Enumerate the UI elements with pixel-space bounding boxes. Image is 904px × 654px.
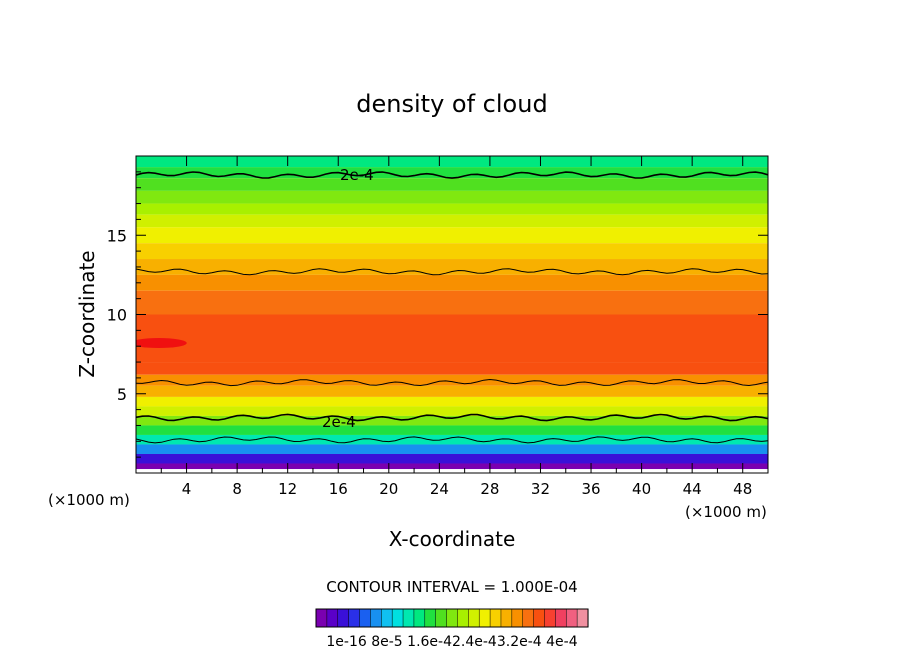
colorbar-swatch-8 xyxy=(402,608,415,628)
colorbar-swatch-5 xyxy=(370,608,382,628)
density-band-22 xyxy=(136,156,768,168)
colorbar-swatch-10 xyxy=(424,608,437,628)
x-tick-label-32: 32 xyxy=(531,480,550,498)
y-tick-label-5: 5 xyxy=(117,385,127,404)
colorbar-swatch-20 xyxy=(533,608,546,628)
colorbar-swatch-4 xyxy=(359,608,371,628)
y-tick-label-10: 10 xyxy=(107,306,127,325)
density-band-18 xyxy=(136,203,768,215)
x-tick-label-12: 12 xyxy=(278,480,297,498)
density-band-8 xyxy=(136,385,768,397)
x-tick-label-16: 16 xyxy=(329,480,348,498)
colorbar-swatch-7 xyxy=(391,608,404,628)
colorbar-frame xyxy=(315,608,589,628)
contour-line-3 xyxy=(136,413,768,422)
colorbar-swatch-24 xyxy=(576,608,589,628)
colorbar-swatch-13 xyxy=(457,608,469,628)
density-band-9 xyxy=(136,374,768,386)
density-band-21 xyxy=(136,167,768,179)
density-band-2 xyxy=(136,444,768,454)
x-tick-label-28: 28 xyxy=(480,480,499,498)
contour-line-1 xyxy=(136,268,768,276)
density-band-12 xyxy=(136,290,768,315)
density-band-10 xyxy=(136,362,768,375)
x-unit-right: (×1000 m) xyxy=(685,503,767,521)
density-band-1 xyxy=(136,453,768,464)
colorbar-labels: 1e-16 8e-5 1.6e-42.4e-43.2e-4 4e-4 xyxy=(326,634,577,650)
chart-title: density of cloud xyxy=(356,90,547,118)
density-band-16 xyxy=(136,227,768,244)
colorbar-swatch-3 xyxy=(348,608,361,628)
x-tick-label-44: 44 xyxy=(683,480,702,498)
density-field xyxy=(136,156,768,473)
contour-interval-text: CONTOUR INTERVAL = 1.000E-04 xyxy=(326,578,577,596)
colorbar-swatch-12 xyxy=(446,608,458,628)
colorbar-swatch-19 xyxy=(522,608,535,628)
colorbar-swatch-22 xyxy=(555,608,567,628)
contour-label-lower: 2e-4 xyxy=(322,413,356,431)
x-tick-label-24: 24 xyxy=(430,480,449,498)
density-band-3 xyxy=(136,434,768,445)
contour-line-4 xyxy=(136,436,768,444)
density-band-4 xyxy=(136,425,768,435)
colorbar-swatch-9 xyxy=(413,608,426,628)
density-band-7 xyxy=(136,396,768,407)
contour-line-2 xyxy=(136,378,768,387)
contour-lines xyxy=(136,171,768,444)
colorbar-swatch-11 xyxy=(435,608,448,628)
density-band-19 xyxy=(136,190,768,204)
density-band-14 xyxy=(136,259,768,275)
colorbar-swatch-0 xyxy=(315,608,328,628)
x-axis-label: X-coordinate xyxy=(389,527,516,551)
colorbar-swatch-17 xyxy=(500,608,513,628)
y-axis-label: Z-coordinate xyxy=(75,250,99,377)
x-axis: 4 8 12 16 20 24 28 32 36 40 44 48 xyxy=(160,156,752,498)
colorbar-swatch-16 xyxy=(489,608,502,628)
colorbar-swatch-15 xyxy=(478,608,491,628)
colorbar-swatch-21 xyxy=(544,608,556,628)
y-tick-label-15: 15 xyxy=(107,226,127,245)
x-tick-label-36: 36 xyxy=(581,480,600,498)
colorbar-swatch-23 xyxy=(565,608,578,628)
x-tick-label-4: 4 xyxy=(182,480,192,498)
density-band-13 xyxy=(136,274,768,291)
colorbar xyxy=(315,608,589,628)
density-peak-patch xyxy=(136,338,187,349)
x-tick-label-48: 48 xyxy=(733,480,752,498)
density-band-0 xyxy=(136,463,768,470)
y-axis: 5 10 15 xyxy=(107,171,768,458)
density-band-15 xyxy=(136,243,768,260)
density-band-6 xyxy=(136,406,768,416)
contour-line-0 xyxy=(136,171,768,179)
colorbar-swatch-18 xyxy=(511,608,524,628)
density-band-17 xyxy=(136,214,768,228)
colorbar-swatch-1 xyxy=(326,608,339,628)
colorbar-swatch-14 xyxy=(468,608,480,628)
x-tick-label-8: 8 xyxy=(232,480,242,498)
contour-label-upper: 2e-4 xyxy=(340,166,374,184)
x-tick-label-40: 40 xyxy=(632,480,651,498)
density-band-5 xyxy=(136,415,768,426)
colorbar-swatch-6 xyxy=(381,608,393,628)
colorbar-swatch-2 xyxy=(337,608,350,628)
x-unit-left: (×1000 m) xyxy=(48,491,130,509)
density-band-11 xyxy=(136,314,768,363)
x-tick-label-20: 20 xyxy=(379,480,398,498)
density-band-20 xyxy=(136,178,768,191)
